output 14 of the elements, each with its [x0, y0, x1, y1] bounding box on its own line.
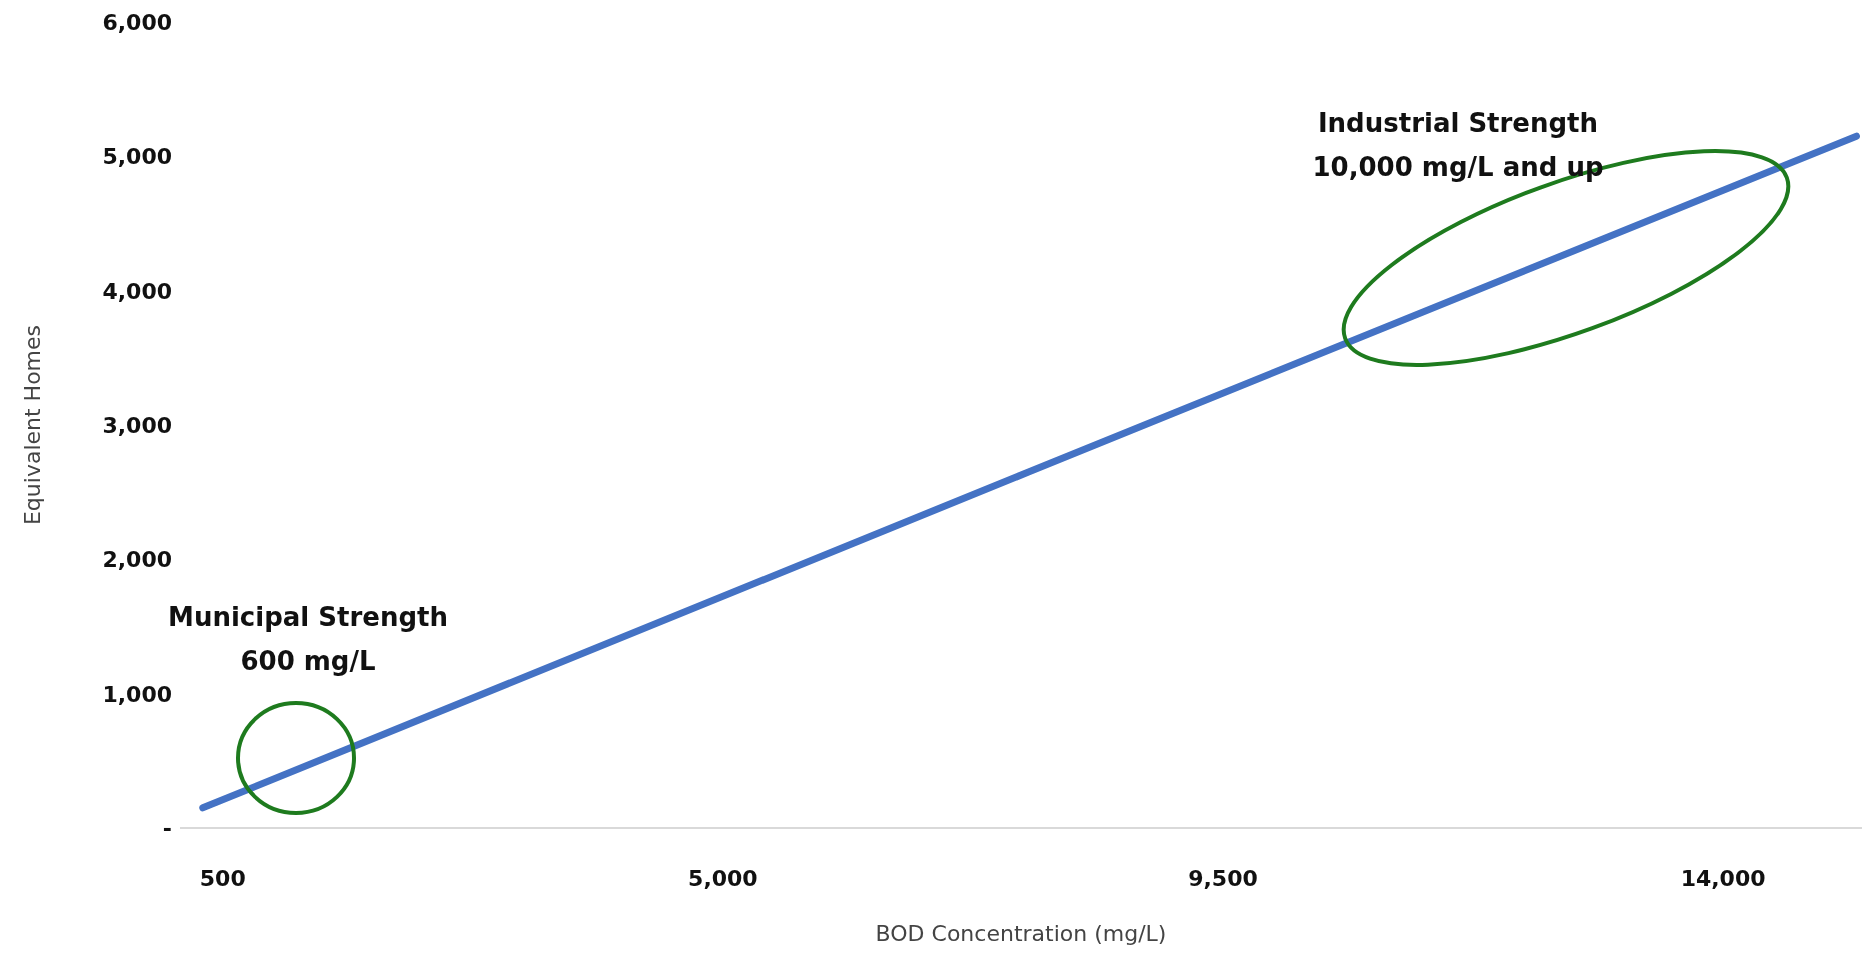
- x-tick-label: 5,000: [688, 866, 758, 891]
- x-tick-label: 9,500: [1188, 866, 1258, 891]
- x-tick-label: 500: [199, 866, 246, 891]
- y-tick-label: 2,000: [102, 547, 172, 573]
- y-tick-label: 1,000: [102, 681, 172, 707]
- x-tick-label: 14,000: [1680, 866, 1766, 891]
- y-tick-label: 5,000: [102, 144, 172, 170]
- y-tick-label: 6,000: [102, 10, 172, 35]
- y-tick-label: -: [162, 816, 172, 841]
- annotation: Municipal Strength 600 mg/L: [168, 602, 448, 676]
- y-axis-title: Equivalent Homes: [20, 324, 45, 526]
- y-tick-label: 4,000: [102, 278, 172, 304]
- x-axis-title: BOD Concentration (mg/L): [875, 921, 1167, 946]
- y-tick-label: 3,000: [102, 413, 172, 438]
